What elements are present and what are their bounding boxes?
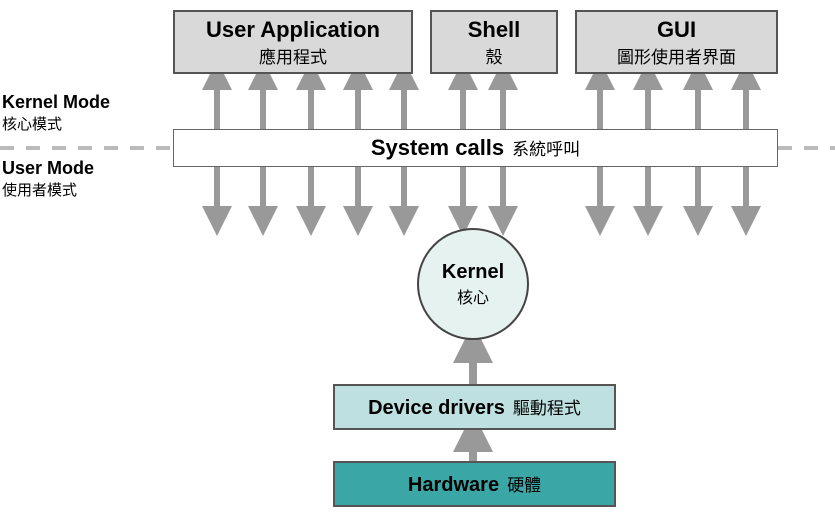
device-drivers-en: Device drivers: [368, 397, 505, 420]
user-mode-label: User Mode 使用者模式: [2, 158, 94, 200]
shell-title-zh: 殼: [486, 43, 503, 68]
connections-overlay: [0, 0, 835, 512]
gui-title-en: GUI: [657, 17, 696, 43]
device-drivers-box: Device drivers 驅動程式: [333, 384, 616, 430]
gui-title-zh: 圖形使用者界面: [617, 43, 736, 68]
system-calls-en: System calls: [371, 135, 504, 161]
hardware-en: Hardware: [408, 474, 499, 497]
user-application-title-en: User Application: [206, 17, 380, 43]
device-drivers-zh: 驅動程式: [513, 394, 581, 419]
kernel-mode-en: Kernel Mode: [2, 92, 110, 112]
user-mode-en: User Mode: [2, 158, 94, 178]
hardware-box: Hardware 硬體: [333, 461, 616, 507]
gui-box: GUI 圖形使用者界面: [575, 10, 778, 74]
diagram-stage: User Application 應用程式 Shell 殼 GUI 圖形使用者界…: [0, 0, 835, 512]
shell-title-en: Shell: [468, 17, 521, 43]
kernel-circle: Kernel 核心: [417, 228, 529, 340]
kernel-mode-zh: 核心模式: [2, 113, 110, 134]
system-calls-zh: 系統呼叫: [512, 135, 580, 160]
user-application-box: User Application 應用程式: [173, 10, 413, 74]
user-application-title-zh: 應用程式: [259, 43, 327, 68]
user-mode-zh: 使用者模式: [2, 179, 94, 200]
shell-box: Shell 殼: [430, 10, 558, 74]
kernel-zh: 核心: [457, 284, 489, 308]
system-calls-bar: System calls 系統呼叫: [173, 129, 778, 167]
kernel-mode-label: Kernel Mode 核心模式: [2, 92, 110, 134]
hardware-zh: 硬體: [507, 471, 541, 496]
kernel-en: Kernel: [442, 261, 504, 284]
